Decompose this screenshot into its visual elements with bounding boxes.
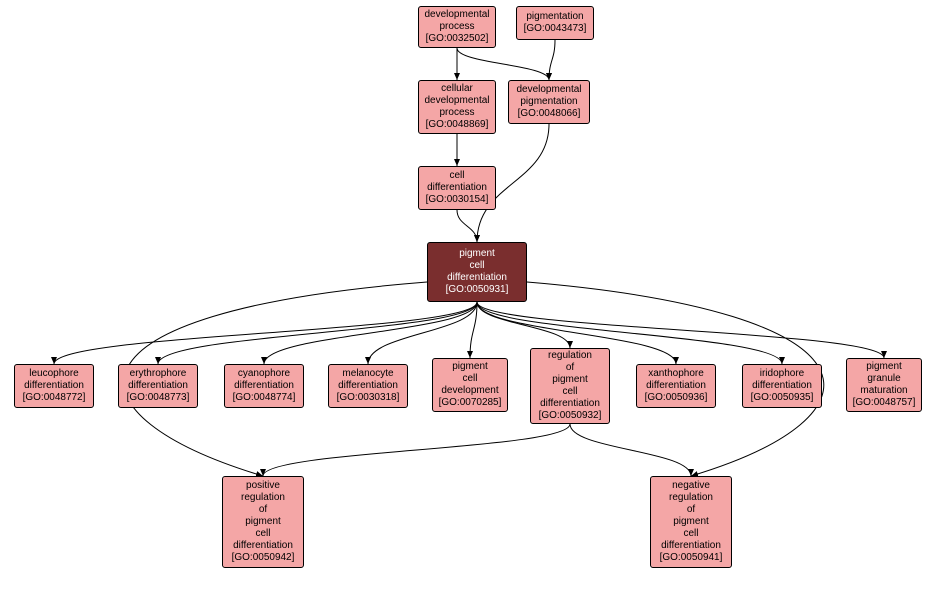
node-pigmentation[interactable]: pigmentation[GO:0043473] [516, 6, 594, 40]
node-cyanophore-line-2: [GO:0048774] [233, 392, 296, 404]
node-neg_reg-line-2: of [687, 504, 695, 516]
node-dev_pigment-line-0: developmental [516, 84, 581, 96]
edge [549, 40, 555, 80]
node-pig_cell_diff-line-2: differentiation [447, 272, 507, 284]
node-leucophore-line-2: [GO:0048772] [23, 392, 86, 404]
node-xanthophore-line-0: xanthophore [648, 368, 704, 380]
node-cyanophore-line-1: differentiation [234, 380, 294, 392]
node-neg_reg-line-6: [GO:0050941] [660, 552, 723, 564]
node-melanocyte-line-0: melanocyte [342, 368, 393, 380]
node-dev_process-line-0: developmental [424, 9, 489, 21]
node-reg_pig_diff[interactable]: regulationofpigmentcelldifferentiation[G… [530, 348, 610, 424]
node-iridophore-line-1: differentiation [752, 380, 812, 392]
node-cell_dev_proc-line-1: developmental [424, 95, 489, 107]
node-pos_reg-line-5: differentiation [233, 540, 293, 552]
node-pig_cell_dev-line-2: development [441, 385, 498, 397]
node-pig_granule-line-3: [GO:0048757] [853, 397, 916, 409]
node-cell_diff-line-1: differentiation [427, 182, 487, 194]
node-dev_process[interactable]: developmentalprocess[GO:0032502] [418, 6, 496, 48]
node-pig_cell_diff-line-0: pigment [459, 248, 495, 260]
node-reg_pig_diff-line-0: regulation [548, 350, 592, 362]
node-pigmentation-line-0: pigmentation [526, 11, 583, 23]
node-xanthophore[interactable]: xanthophoredifferentiation[GO:0050936] [636, 364, 716, 408]
node-neg_reg-line-4: cell [683, 528, 698, 540]
node-cell_dev_proc[interactable]: cellulardevelopmentalprocess[GO:0048869] [418, 80, 496, 134]
node-cyanophore-line-0: cyanophore [238, 368, 290, 380]
node-pos_reg-line-6: [GO:0050942] [232, 552, 295, 564]
node-erythrophore-line-1: differentiation [128, 380, 188, 392]
node-pos_reg-line-1: regulation [241, 492, 285, 504]
node-pig_cell_dev-line-3: [GO:0070285] [439, 397, 502, 409]
edge [457, 48, 549, 80]
node-dev_process-line-1: process [439, 21, 474, 33]
node-erythrophore-line-2: [GO:0048773] [127, 392, 190, 404]
edge [457, 210, 477, 242]
node-xanthophore-line-2: [GO:0050936] [645, 392, 708, 404]
node-pig_cell_dev-line-0: pigment [452, 361, 488, 373]
node-neg_reg-line-5: differentiation [661, 540, 721, 552]
node-neg_reg-line-0: negative [672, 480, 710, 492]
node-leucophore-line-1: differentiation [24, 380, 84, 392]
node-cell_diff-line-0: cell [449, 170, 464, 182]
node-pig_cell_diff-line-3: [GO:0050931] [446, 284, 509, 296]
node-cell_dev_proc-line-2: process [439, 107, 474, 119]
node-melanocyte-line-1: differentiation [338, 380, 398, 392]
node-erythrophore[interactable]: erythrophoredifferentiation[GO:0048773] [118, 364, 198, 408]
edge [263, 424, 570, 476]
node-pig_cell_diff-line-1: cell [469, 260, 484, 272]
node-pos_reg-line-3: pigment [245, 516, 281, 528]
node-iridophore-line-0: iridophore [760, 368, 804, 380]
node-reg_pig_diff-line-5: [GO:0050932] [539, 410, 602, 422]
node-cell_dev_proc-line-0: cellular [441, 83, 473, 95]
node-cyanophore[interactable]: cyanophoredifferentiation[GO:0048774] [224, 364, 304, 408]
node-iridophore-line-2: [GO:0050935] [751, 392, 814, 404]
node-cell_dev_proc-line-3: [GO:0048869] [426, 119, 489, 131]
node-reg_pig_diff-line-4: differentiation [540, 398, 600, 410]
node-dev_process-line-2: [GO:0032502] [426, 33, 489, 45]
node-pig_cell_dev-line-1: cell [462, 373, 477, 385]
node-pig_granule-line-1: granule [867, 373, 900, 385]
edge [368, 302, 477, 364]
node-leucophore[interactable]: leucophoredifferentiation[GO:0048772] [14, 364, 94, 408]
node-pig_granule[interactable]: pigmentgranulematuration[GO:0048757] [846, 358, 922, 412]
edge [570, 424, 691, 476]
node-reg_pig_diff-line-3: cell [562, 386, 577, 398]
node-pig_granule-line-2: maturation [860, 385, 907, 397]
node-dev_pigment-line-2: [GO:0048066] [518, 108, 581, 120]
node-erythrophore-line-0: erythrophore [130, 368, 187, 380]
node-pig_cell_dev[interactable]: pigmentcelldevelopment[GO:0070285] [432, 358, 508, 412]
node-pos_reg-line-4: cell [255, 528, 270, 540]
node-neg_reg-line-3: pigment [673, 516, 709, 528]
edge [477, 302, 782, 364]
node-pigmentation-line-1: [GO:0043473] [524, 23, 587, 35]
edge [158, 302, 477, 364]
node-reg_pig_diff-line-1: of [566, 362, 574, 374]
node-pos_reg-line-0: positive [246, 480, 280, 492]
node-iridophore[interactable]: iridophoredifferentiation[GO:0050935] [742, 364, 822, 408]
node-pig_granule-line-0: pigment [866, 361, 902, 373]
node-neg_reg-line-1: regulation [669, 492, 713, 504]
edge [264, 302, 477, 364]
node-dev_pigment[interactable]: developmentalpigmentation[GO:0048066] [508, 80, 590, 124]
node-dev_pigment-line-1: pigmentation [520, 96, 577, 108]
node-melanocyte-line-2: [GO:0030318] [337, 392, 400, 404]
node-pos_reg-line-2: of [259, 504, 267, 516]
node-cell_diff-line-2: [GO:0030154] [426, 194, 489, 206]
node-xanthophore-line-1: differentiation [646, 380, 706, 392]
node-cell_diff[interactable]: celldifferentiation[GO:0030154] [418, 166, 496, 210]
edge [477, 302, 570, 348]
node-pos_reg[interactable]: positiveregulationofpigmentcelldifferent… [222, 476, 304, 568]
node-reg_pig_diff-line-2: pigment [552, 374, 588, 386]
edge [470, 302, 477, 358]
edge [54, 302, 477, 364]
node-pig_cell_diff[interactable]: pigmentcelldifferentiation[GO:0050931] [427, 242, 527, 302]
node-neg_reg[interactable]: negativeregulationofpigmentcelldifferent… [650, 476, 732, 568]
node-melanocyte[interactable]: melanocytedifferentiation[GO:0030318] [328, 364, 408, 408]
node-leucophore-line-0: leucophore [29, 368, 78, 380]
